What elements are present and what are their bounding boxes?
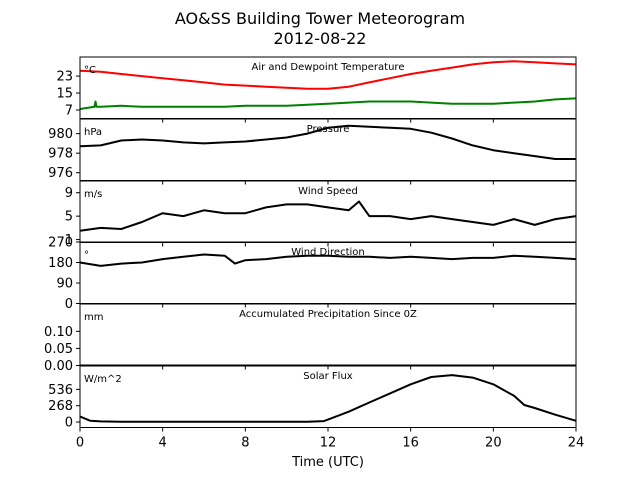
panel-unit: m/s	[84, 189, 102, 200]
y-tick-label: 536	[48, 383, 73, 398]
y-tick-label: 15	[56, 87, 73, 102]
y-tick-label: 7	[65, 104, 73, 119]
panel-unit: °C	[84, 65, 96, 76]
panel-title: Wind Speed	[298, 186, 358, 197]
y-tick-label: 268	[48, 399, 73, 414]
y-tick-label: 976	[48, 166, 73, 181]
y-tick-label: 1	[65, 233, 73, 248]
y-tick-label: 0	[65, 416, 73, 431]
y-tick-label: 90	[56, 277, 73, 292]
x-tick-label: 8	[241, 436, 249, 451]
panel-title: Wind Direction	[291, 247, 365, 258]
panel-unit: hPa	[84, 127, 102, 138]
panel-2: 976 978 980 Pressure hPa	[48, 118, 577, 185]
panel-1: 7 15 23 Air and Dewpoint Temperature °C	[56, 56, 577, 123]
y-tick-label: 23	[56, 70, 73, 85]
y-tick-label: 0	[65, 297, 73, 312]
x-axis-label: Time (UTC)	[291, 455, 364, 470]
x-tick-label: 0	[76, 436, 84, 451]
panel-5: 0.00 0.05 0.10 Accumulated Precipitation Si…	[44, 303, 577, 374]
x-tick-label: 24	[568, 436, 585, 451]
y-tick-label: 180	[48, 256, 73, 271]
x-tick-label: 20	[485, 436, 502, 451]
panel-title: Pressure	[307, 124, 350, 135]
y-tick-label: 0.00	[44, 359, 73, 374]
series-line-1	[79, 60, 577, 90]
panel-title: Accumulated Precipitation Since 0Z	[239, 309, 417, 320]
x-tick-label: 4	[159, 436, 167, 451]
series-line-1	[79, 200, 577, 232]
panel-unit: W/m^2	[84, 374, 122, 385]
y-tick-label: 0.05	[44, 342, 73, 357]
figure-date: 2012-08-22	[274, 29, 367, 48]
y-tick-label: 980	[48, 127, 73, 142]
panel-title: Solar Flux	[303, 371, 353, 382]
panel-3: 1 5 9 Wind Speed m/s	[65, 180, 577, 248]
y-tick-label: 5	[65, 210, 73, 225]
series-line-1	[79, 374, 577, 423]
y-tick-label: 270	[48, 236, 73, 251]
panel-title: Air and Dewpoint Temperature	[252, 62, 405, 73]
panel-unit: °	[84, 250, 89, 261]
panel-unit: mm	[84, 312, 103, 323]
y-tick-label: 9	[65, 186, 73, 201]
x-tick-label: 16	[402, 436, 419, 451]
y-tick-label: 978	[48, 147, 73, 162]
series-line-1	[79, 124, 576, 160]
series-line-1	[79, 253, 577, 267]
panel-4: 0 90 180 270 Wind Direction °	[48, 236, 577, 312]
x-tick-label: 12	[320, 436, 337, 451]
series-line-2	[79, 97, 577, 110]
figure-title: AO&SS Building Tower Meteorogram	[175, 9, 465, 28]
y-tick-label: 0.10	[44, 325, 73, 340]
